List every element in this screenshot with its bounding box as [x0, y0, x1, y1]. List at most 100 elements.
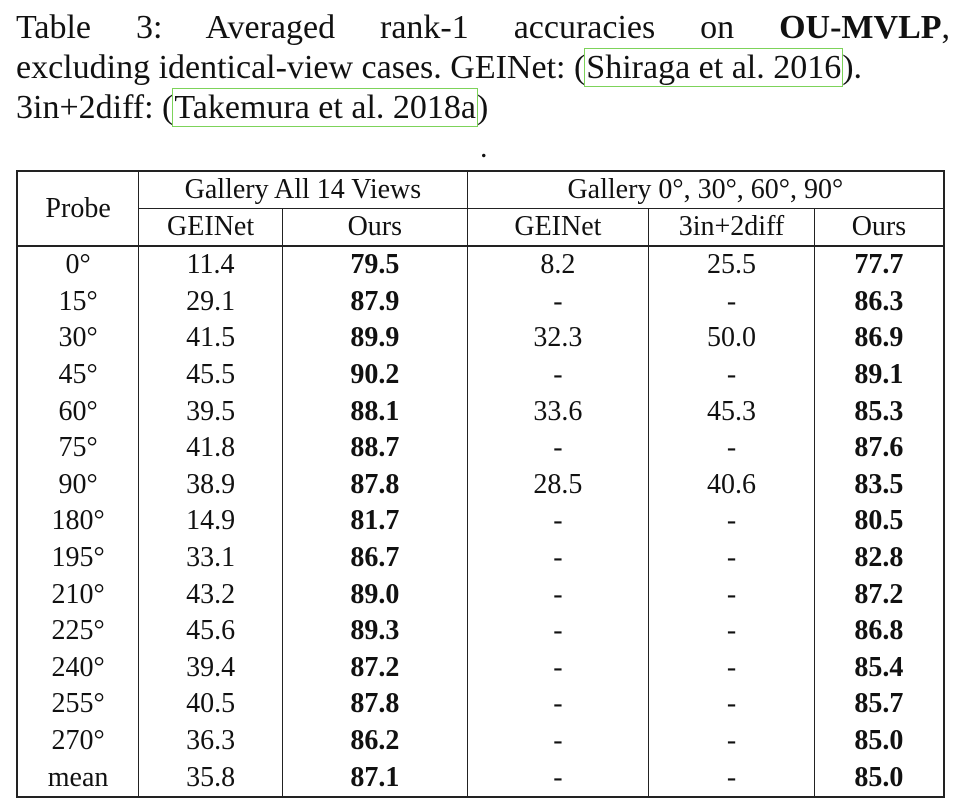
table-row: 75° 41.8 88.7- -87.6 [16, 429, 945, 467]
gallery-four-3in2diff-cell: - [648, 356, 815, 394]
gallery-all-ours-cell: 79.5 [282, 246, 468, 284]
caption-text: 3in+2diff: ( [16, 89, 174, 126]
gallery-all-ours-cell: 89.9 [282, 320, 468, 357]
table-row: 30° 41.5 89.9 32.3 50.0 86.9 [16, 320, 945, 357]
column-header: Ours [813, 208, 945, 246]
gallery-all-ours-cell: 87.8 [282, 466, 468, 504]
probe-cell: 180° [16, 503, 140, 540]
caption-line-3: 3in+2diff: (Takemura et al. 2018a) [16, 88, 950, 128]
caption-text: excluding identical-view cases. GEINet: … [16, 49, 586, 86]
gallery-all-geinet-cell: 40.5 [138, 686, 283, 723]
results-table: Probe Gallery All 14 Views Gallery 0°, 3… [16, 170, 945, 798]
probe-cell: 255° [16, 686, 140, 723]
caption-line-1: Table 3: Averaged rank-1 accuracies on O… [16, 8, 950, 48]
gallery-all-geinet-cell: 11.4 [138, 246, 283, 284]
table-row: 270° 36.3 86.2- -85.0 [16, 722, 945, 760]
caption-punct: , [941, 9, 951, 46]
table-row: 0° 11.4 79.5 8.2 25.5 77.7 [16, 246, 945, 284]
gallery-four-ours-cell: 85.0 [813, 759, 945, 797]
table-row: 210° 43.2 89.0- -87.2 [16, 576, 945, 613]
gallery-four-geinet-cell: - [466, 612, 650, 650]
table-body: 0° 11.4 79.5 8.2 25.5 77.7 15° 29.1 87.9- -86.3 30… [16, 246, 945, 797]
table-row: 225° 45.6 89.3- -86.8 [16, 612, 945, 650]
caption-text: Averaged rank-1 accuracies on [205, 9, 735, 46]
gallery-four-ours-cell: 77.7 [813, 246, 945, 284]
gallery-four-ours-cell: 87.6 [813, 429, 945, 467]
column-header: Ours [282, 208, 468, 246]
gallery-four-3in2diff-cell: - [648, 283, 815, 321]
gallery-four-ours-cell: 85.7 [813, 686, 945, 723]
dataset-name: OU-MVLP [779, 9, 942, 46]
gallery-four-ours-cell: 87.2 [813, 576, 945, 613]
caption-punct: ). [842, 49, 863, 86]
gallery-four-3in2diff-cell: 40.6 [648, 466, 815, 504]
gallery-four-3in2diff-cell: - [648, 539, 815, 577]
gallery-four-geinet-cell: - [466, 686, 650, 723]
gallery-all-ours-cell: 87.1 [282, 759, 468, 797]
gallery-all-ours-cell: 88.7 [282, 429, 468, 467]
gallery-four-geinet-cell: - [466, 283, 650, 321]
probe-cell: 225° [16, 612, 140, 650]
probe-cell: 75° [16, 429, 140, 467]
gallery-four-ours-cell: 86.3 [813, 283, 945, 321]
gallery-all-geinet-cell: 35.8 [138, 759, 283, 797]
citation-link-takemura[interactable]: Takemura et al. 2018a [172, 88, 478, 127]
gallery-four-3in2diff-cell: - [648, 429, 815, 467]
gallery-four-geinet-cell: - [466, 429, 650, 467]
gallery-four-3in2diff-cell: 50.0 [648, 320, 815, 357]
gallery-four-geinet-cell: - [466, 539, 650, 577]
table-row: 180° 14.9 81.7- -80.5 [16, 503, 945, 540]
gallery-four-3in2diff-cell: - [648, 686, 815, 723]
probe-cell: mean [16, 759, 140, 797]
gallery-all-geinet-cell: 14.9 [138, 503, 283, 540]
group-header-four-views: Gallery 0°, 30°, 60°, 90° [466, 171, 945, 209]
gallery-all-geinet-cell: 38.9 [138, 466, 283, 504]
gallery-all-geinet-cell: 39.4 [138, 649, 283, 687]
table-row: 255° 40.5 87.8- -85.7 [16, 686, 945, 723]
table-row: 195° 33.1 86.7- -82.8 [16, 539, 945, 577]
column-header: GEINet [466, 208, 650, 246]
probe-cell: 45° [16, 356, 140, 394]
gallery-all-ours-cell: 90.2 [282, 356, 468, 394]
gallery-four-ours-cell: 89.1 [813, 356, 945, 394]
gallery-four-geinet-cell: - [466, 759, 650, 797]
gallery-all-ours-cell: 86.7 [282, 539, 468, 577]
table-row: mean 35.8 87.1- -85.0 [16, 759, 945, 797]
gallery-four-geinet-cell: 32.3 [466, 320, 650, 357]
group-header-all-views: Gallery All 14 Views [138, 171, 468, 209]
table-row: 90° 38.9 87.8 28.5 40.6 83.5 [16, 466, 945, 504]
gallery-four-geinet-cell: 28.5 [466, 466, 650, 504]
gallery-four-ours-cell: 85.4 [813, 649, 945, 687]
probe-cell: 240° [16, 649, 140, 687]
gallery-four-3in2diff-cell: - [648, 759, 815, 797]
probe-cell: 210° [16, 576, 140, 613]
table-row: 60° 39.5 88.1 33.6 45.3 85.3 [16, 393, 945, 430]
gallery-all-geinet-cell: 41.8 [138, 429, 283, 467]
gallery-all-ours-cell: 86.2 [282, 722, 468, 760]
gallery-all-ours-cell: 87.2 [282, 649, 468, 687]
gallery-four-3in2diff-cell: - [648, 612, 815, 650]
gallery-four-geinet-cell: 33.6 [466, 393, 650, 430]
table-caption: Table 3: Averaged rank-1 accuracies on O… [16, 8, 950, 128]
gallery-all-ours-cell: 89.0 [282, 576, 468, 613]
gallery-all-geinet-cell: 29.1 [138, 283, 283, 321]
stray-dot: . [480, 131, 488, 164]
gallery-four-ours-cell: 86.9 [813, 320, 945, 357]
gallery-four-geinet-cell: 8.2 [466, 246, 650, 284]
probe-cell: 30° [16, 320, 140, 357]
gallery-four-3in2diff-cell: - [648, 649, 815, 687]
gallery-four-3in2diff-cell: - [648, 576, 815, 613]
column-header: GEINet [138, 208, 283, 246]
gallery-all-geinet-cell: 41.5 [138, 320, 283, 357]
gallery-four-ours-cell: 85.3 [813, 393, 945, 430]
gallery-all-ours-cell: 89.3 [282, 612, 468, 650]
gallery-all-geinet-cell: 45.5 [138, 356, 283, 394]
probe-cell: 15° [16, 283, 140, 321]
table-row: 240° 39.4 87.2- -85.4 [16, 649, 945, 687]
citation-link-shiraga[interactable]: Shiraga et al. 2016 [584, 48, 844, 87]
caption-line-2: excluding identical-view cases. GEINet: … [16, 48, 950, 88]
gallery-four-geinet-cell: - [466, 722, 650, 760]
probe-cell: 90° [16, 466, 140, 504]
header-row-methods: GEINet Ours GEINet 3in+2diff Ours [17, 208, 945, 246]
gallery-all-geinet-cell: 39.5 [138, 393, 283, 430]
